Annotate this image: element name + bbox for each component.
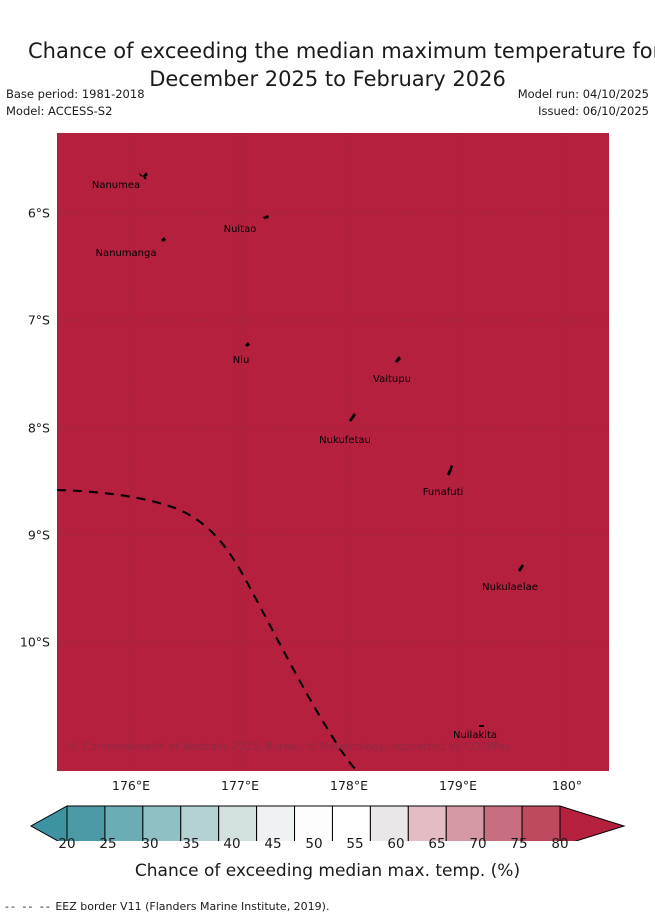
map-graphics [57,133,609,771]
island-label: Nuitao [223,224,257,235]
colorbar-tick: 45 [264,836,282,852]
map-plot-area: Nanumea Nuitao Nanumanga Niu Vaitupu Nuk… [57,133,609,771]
colorbar-cap-right [559,805,626,841]
colorbar-segment [294,805,333,841]
footnote-text: EEZ border V11 (Flanders Marine Institut… [55,900,330,913]
island-shapes [139,172,524,727]
colorbar-segment [180,805,220,841]
meta-right: Model run: 04/10/2025 Issued: 06/10/2025 [518,86,649,120]
gridlines-vertical [130,133,568,771]
page-title-line-1: Chance of exceeding the median maximum t… [28,39,655,63]
colorbar-segment [445,805,485,841]
island-label: Vaitupu [373,374,411,385]
colorbar-tick: 70 [469,836,487,852]
colorbar-tick: 25 [99,836,117,852]
colorbar-tick: 30 [141,836,159,852]
colorbar-segment [256,805,296,841]
island-label: Nuilakita [452,730,498,741]
colorbar-segment [369,805,409,841]
colorbar-tick: 50 [305,836,323,852]
colorbar-tick: 35 [182,836,200,852]
island-label: Nukufetau [319,435,371,446]
x-axis-tick: 178°E [329,778,369,793]
colorbar [0,801,655,841]
model-run-text: Model run: 04/10/2025 [517,87,649,101]
issued-text: Issued: 06/10/2025 [538,104,649,118]
island-label: Nanumea [91,180,141,191]
island-label: Nanumanga [95,248,157,259]
colorbar-segment [104,805,144,841]
eez-border-line [57,488,358,771]
colorbar-tick: 20 [58,836,76,852]
base-period-text: Base period: 1981-2018 [6,87,145,101]
colorbar-cap-left [29,805,68,841]
colorbar-tick: 60 [387,836,405,852]
colorbar-tick: 80 [551,836,569,852]
x-axis-tick: 176°E [111,778,151,793]
gridlines-horizontal [57,212,609,643]
colorbar-tick: 65 [428,836,446,852]
eez-dash-sample: -- -- -- [5,900,52,913]
footnote: -- -- -- EEZ border V11 (Flanders Marine… [5,900,329,913]
copyright-text: © Commonwealth of Australia 2025, Bureau… [69,741,512,753]
island-label: Funafuti [422,487,464,498]
x-axis-tick: 180° [551,778,583,793]
colorbar-tick: 75 [510,836,528,852]
colorbar-tick: 40 [223,836,241,852]
colorbar-segment [142,805,182,841]
island-label: Niu [232,355,250,366]
colorbar-segment [66,805,106,841]
colorbar-segment [218,805,258,841]
colorbar-tick: 55 [346,836,364,852]
model-text: Model: ACCESS-S2 [6,104,113,118]
island-label: Nukulaelae [482,582,538,593]
colorbar-graphics [29,805,626,841]
page-title-line-2: December 2025 to February 2026 [149,67,506,91]
colorbar-segment [483,805,523,841]
x-axis-tick: 177°E [220,778,260,793]
meta-left: Base period: 1981-2018 Model: ACCESS-S2 [6,86,145,120]
colorbar-segment [521,805,561,841]
x-axis-tick: 179°E [438,778,478,793]
colorbar-caption: Chance of exceeding median max. temp. (%… [134,861,521,881]
